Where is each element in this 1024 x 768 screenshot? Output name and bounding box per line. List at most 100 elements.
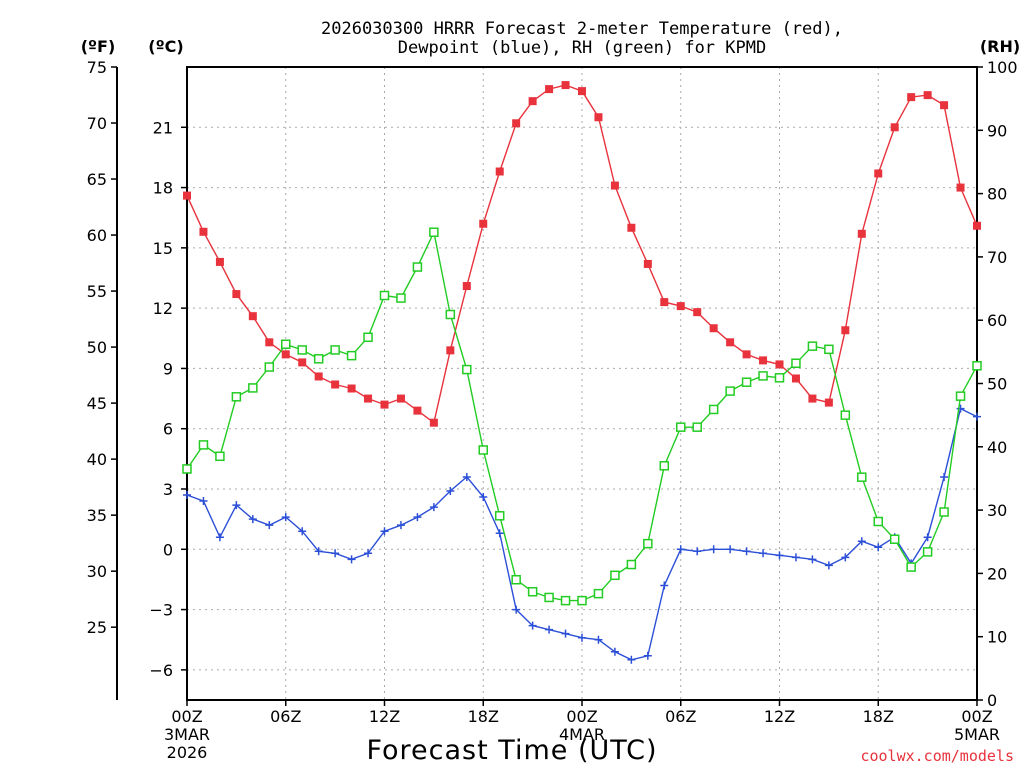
temperature-point (314, 372, 323, 381)
rh-tick-label: 30 (987, 501, 1007, 520)
dewpoint-point (676, 545, 685, 554)
dewpoint-point (578, 633, 586, 642)
dewpoint-point (808, 555, 817, 564)
dewpoint-point (528, 621, 537, 630)
temperature-point (660, 298, 669, 307)
dewpoint-point (594, 635, 603, 644)
rh-series (182, 227, 982, 606)
temperature-point (940, 101, 949, 110)
rh-point (741, 377, 752, 387)
dewpoint-point (775, 551, 784, 560)
rh-point (577, 595, 587, 606)
celsius-tick-label: 9 (163, 359, 173, 378)
rh-point (824, 344, 834, 355)
temperature-point (857, 229, 866, 238)
dewpoint-point (396, 521, 405, 530)
rh-point (313, 354, 324, 364)
rh-point (231, 392, 242, 402)
dewpoint-point (248, 515, 257, 524)
dewpoint-point (759, 549, 768, 558)
fahrenheit-tick-label: 25 (87, 618, 107, 637)
rh-tick-label: 40 (987, 438, 1007, 457)
temperature-point (709, 324, 718, 333)
rh-point (725, 386, 735, 396)
temperature-point (199, 227, 208, 236)
rh-point (626, 559, 637, 570)
dewpoint-point (923, 533, 932, 542)
rh-point (182, 464, 192, 474)
temperature-point (429, 418, 438, 427)
rh-point (972, 361, 982, 371)
celsius-tick-label: 15 (153, 239, 173, 258)
date-label: 4MAR (559, 725, 605, 744)
dewpoint-point (857, 537, 866, 546)
temperature-point (495, 167, 504, 176)
rh-point (511, 574, 521, 585)
rh-tick-label: 0 (987, 691, 997, 710)
rh-point (774, 373, 785, 383)
date-label: 3MAR (164, 725, 210, 744)
time-tick-label: 12Z (764, 707, 795, 726)
temperature-point (561, 81, 570, 90)
rh-axis-ticks: 0 10 20 30 40 50 60 70 80 90 100 (977, 58, 1018, 710)
rh-point (906, 562, 916, 572)
rh-point (379, 290, 390, 301)
time-tick-label: 18Z (468, 707, 499, 726)
dewpoint-point (281, 513, 290, 522)
temperature-point (413, 406, 422, 415)
rh-tick-label: 50 (987, 375, 1007, 394)
temperature-point (676, 302, 685, 311)
rh-point (873, 516, 883, 527)
temperature-point (232, 290, 241, 299)
fahrenheit-tick-label: 50 (87, 338, 107, 357)
rh-point (593, 588, 604, 599)
temperature-point (841, 326, 850, 335)
x-axis-label: Forecast Time (UTC) (366, 735, 657, 766)
temperature-point (380, 400, 389, 409)
temperature-point (808, 394, 817, 403)
celsius-tick-label: −6 (149, 661, 173, 680)
dewpoint-point (512, 605, 521, 614)
rh-point (857, 472, 867, 482)
dewpoint-point (364, 549, 373, 558)
rh-point (412, 262, 423, 272)
dewpoint-point (824, 561, 833, 570)
time-tick-label: 00Z (171, 707, 202, 726)
date-label: 5MAR (954, 725, 1000, 744)
temperature-point (578, 87, 586, 96)
temperature-point (446, 346, 455, 355)
dewpoint-point (643, 651, 652, 660)
rh-point (659, 461, 670, 471)
dewpoint-point (347, 555, 356, 564)
dewpoint-point (380, 527, 389, 536)
fahrenheit-tick-label: 35 (87, 506, 107, 525)
rh-tick-label: 100 (987, 58, 1018, 77)
rh-point (281, 339, 291, 350)
dewpoint-point (429, 503, 438, 512)
temperature-point (512, 119, 521, 128)
rh-point (494, 511, 505, 521)
data-series (182, 81, 982, 664)
time-tick-label: 00Z (566, 707, 597, 726)
rh-tick-label: 90 (987, 121, 1007, 140)
temperature-point (923, 91, 932, 100)
axes (116, 66, 978, 701)
dewpoint-point (791, 553, 800, 562)
rh-point (544, 592, 554, 603)
chart-title-line1: 2026030300 HRRR Forecast 2-meter Tempera… (321, 19, 843, 39)
rh-point (527, 587, 538, 597)
temperature-point (643, 259, 652, 268)
dewpoint-point (726, 545, 735, 554)
rh-point (807, 341, 818, 351)
dewpoint-point (462, 472, 471, 481)
dewpoint-point (215, 533, 224, 542)
rh-unit-label: (RH) (980, 37, 1020, 56)
celsius-tick-label: 21 (153, 118, 173, 137)
dewpoint-point (693, 547, 702, 556)
celsius-tick-label: 12 (153, 299, 173, 318)
temperature-point (331, 380, 340, 389)
celsius-tick-label: −3 (149, 601, 173, 620)
temperature-point (627, 223, 636, 232)
dewpoint-point (331, 549, 340, 558)
